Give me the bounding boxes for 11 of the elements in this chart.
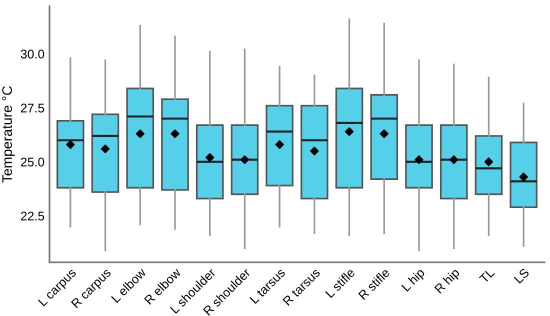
y-tick-label: 27.5 bbox=[20, 104, 44, 112]
y-tick-label: 22.5 bbox=[20, 212, 44, 220]
x-tick-label: L hip bbox=[400, 268, 427, 294]
x-tick-label: R stifle bbox=[358, 268, 390, 300]
y-tick-label: 25.0 bbox=[20, 158, 44, 166]
x-tick-label: LS bbox=[514, 268, 530, 284]
y-axis-title: Temperature °C bbox=[2, 86, 15, 183]
x-tick-label: R hip bbox=[434, 268, 462, 296]
x-tick-label: TL bbox=[478, 268, 495, 284]
y-tick-label: 30.0 bbox=[20, 50, 44, 58]
x-tick-label: L stifle bbox=[324, 268, 356, 298]
